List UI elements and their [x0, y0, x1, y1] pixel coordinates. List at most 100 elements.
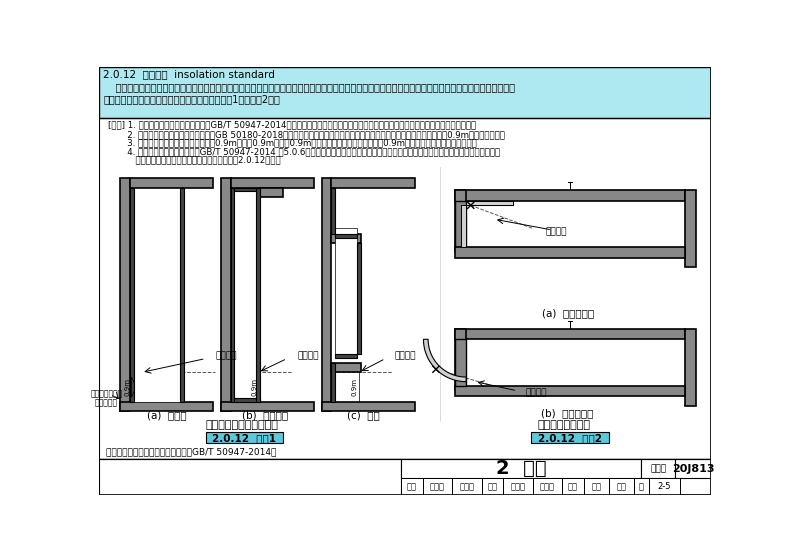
Bar [331, 363, 361, 373]
Bar [99, 459, 711, 495]
Bar [466, 201, 685, 277]
Text: (b)  弧形转角窗: (b) 弧形转角窗 [541, 408, 594, 418]
Text: (c)  凸窗: (c) 凸窗 [348, 410, 380, 420]
Bar [455, 339, 466, 385]
Bar [120, 401, 213, 411]
Bar [401, 478, 423, 495]
Bar [532, 478, 562, 495]
Text: 校对: 校对 [487, 482, 498, 491]
Bar [180, 187, 184, 401]
Bar [466, 339, 685, 416]
Bar [634, 478, 649, 495]
Bar [685, 329, 695, 405]
Text: 转角窗的计算起点: 转角窗的计算起点 [537, 420, 590, 430]
Bar [235, 191, 256, 398]
Bar [649, 478, 680, 495]
Text: 20J813: 20J813 [672, 464, 714, 474]
Text: (a)  直角转角窗: (a) 直角转角窗 [542, 308, 594, 318]
Bar [205, 433, 283, 443]
Text: 2.0.12  图示1: 2.0.12 图示1 [213, 433, 276, 443]
Bar [99, 117, 711, 459]
Polygon shape [423, 339, 466, 381]
Bar [357, 243, 361, 354]
Bar [675, 459, 711, 478]
Text: 落地窗和凸窗的计算起点: 落地窗和凸窗的计算起点 [205, 420, 279, 430]
Text: 计算起点: 计算起点 [526, 388, 547, 397]
Bar [335, 234, 357, 237]
Text: 2.0.12  日照标准  insolation standard: 2.0.12 日照标准 insolation standard [103, 70, 275, 80]
Text: (a)  落地窗: (a) 落地窗 [147, 410, 186, 420]
Bar [455, 329, 685, 339]
Text: 徐嵩艺: 徐嵩艺 [430, 482, 445, 491]
Text: 靡文龙: 靡文龙 [510, 482, 525, 491]
Text: 计算起点: 计算起点 [394, 351, 416, 360]
Bar [260, 187, 283, 197]
Text: 2. 根据《城市居住区规划设计标准》GB 50180-2018，住宅建筑日照计算起点的底层窗台面是指距离有日照要求楼层室内地坪0.9m高的外墙位置。: 2. 根据《城市居住区规划设计标准》GB 50180-2018，住宅建筑日照计算… [108, 130, 505, 139]
Bar [331, 363, 335, 401]
Text: 计算起点: 计算起点 [297, 351, 318, 360]
Bar [235, 187, 260, 191]
Text: 绘图艺: 绘图艺 [459, 482, 474, 491]
Text: 张滨: 张滨 [591, 482, 601, 491]
Bar [423, 478, 452, 495]
Text: 计算起点: 计算起点 [545, 228, 566, 237]
Bar [466, 201, 513, 205]
Text: 0.9m: 0.9m [352, 378, 358, 396]
Bar [99, 67, 711, 117]
Text: 2.0.12  图示2: 2.0.12 图示2 [538, 433, 602, 443]
Bar [99, 459, 401, 495]
Bar [130, 178, 213, 187]
Text: 台面为计算起点的建筑外窗获得的日照时间【图示1】【图示2】。: 台面为计算起点的建筑外窗获得的日照时间【图示1】【图示2】。 [103, 94, 280, 104]
Text: 有日照要求楼层: 有日照要求楼层 [90, 389, 122, 399]
Bar [231, 178, 314, 187]
Text: 行了规定，有日照要求的建筑的日照计算应按2.0.12图示。: 行了规定，有日照要求的建筑的日照计算应按2.0.12图示。 [108, 155, 280, 165]
Bar [331, 234, 361, 243]
Bar [256, 187, 260, 401]
Bar [685, 190, 695, 267]
Text: 赵立点: 赵立点 [540, 482, 555, 491]
Bar [134, 187, 180, 401]
Bar [503, 478, 532, 495]
Text: 2  术语: 2 术语 [496, 459, 547, 478]
Text: 设计: 设计 [568, 482, 578, 491]
Bar [335, 354, 357, 358]
Bar [455, 329, 466, 390]
Bar [331, 187, 335, 234]
Bar [641, 459, 675, 478]
Text: 根据建筑物所处的气候区、城市规模和建筑物的使用性质确定的，在规定的日照标准日（冬至日或大寒日）的有效日照时间范围内，以有日照要求楼层的窗: 根据建筑物所处的气候区、城市规模和建筑物的使用性质确定的，在规定的日照标准日（冬… [103, 82, 515, 92]
Bar [482, 478, 503, 495]
Bar [531, 433, 609, 443]
Bar [455, 190, 685, 201]
Bar [401, 459, 641, 478]
Bar [461, 205, 466, 247]
Bar [120, 178, 130, 411]
Bar [331, 178, 415, 187]
Text: 2-5: 2-5 [658, 482, 672, 491]
Bar [130, 187, 134, 401]
Bar [584, 478, 609, 495]
Bar [455, 190, 466, 251]
Bar [455, 385, 685, 396]
Text: (b)  落地凸窗: (b) 落地凸窗 [243, 410, 288, 420]
Bar [231, 187, 235, 401]
Bar [562, 478, 584, 495]
Text: 图集号: 图集号 [650, 464, 666, 473]
Text: 4. 《建筑日照计算参数标准》GB/T 50947-2014 第5.0.6条对有日照要求楼层落地窗、凸窗、落地凸窗、直角转角窗、弧形转角窗的计算起点进: 4. 《建筑日照计算参数标准》GB/T 50947-2014 第5.0.6条对有… [108, 147, 500, 156]
Bar [235, 398, 260, 401]
Bar [221, 178, 231, 411]
Text: 页: 页 [639, 482, 644, 491]
Bar [335, 229, 357, 358]
Bar [455, 201, 466, 247]
Bar [322, 178, 331, 411]
Text: 3. 实际窗台面距离室内地坪高度等于0.9m、大于0.9m和小于0.9m三种情况下，均以距离室内地坪0.9m高的外墙位置为日照计算起点。: 3. 实际窗台面距离室内地坪高度等于0.9m、大于0.9m和小于0.9m三种情况… [108, 138, 477, 147]
Text: 的室内地坪: 的室内地坪 [95, 399, 118, 408]
Text: 注：引自《建筑日照计算参数标准》GB/T 50947-2014。: 注：引自《建筑日照计算参数标准》GB/T 50947-2014。 [107, 447, 276, 456]
Bar [221, 401, 314, 411]
Text: [提示] 1. 根据《建筑日照计算参数标准》GB/T 50947-2014，日照计算起点是为规范建筑日照时间计算所规定的建筑物（场地）上的计算位置。: [提示] 1. 根据《建筑日照计算参数标准》GB/T 50947-2014，日照… [108, 121, 476, 130]
Bar [322, 401, 415, 411]
Text: 张成: 张成 [616, 482, 626, 491]
Text: 0.9m: 0.9m [251, 378, 258, 396]
Text: 0.9m: 0.9m [125, 378, 131, 396]
Text: 审核: 审核 [407, 482, 417, 491]
Bar [609, 478, 634, 495]
